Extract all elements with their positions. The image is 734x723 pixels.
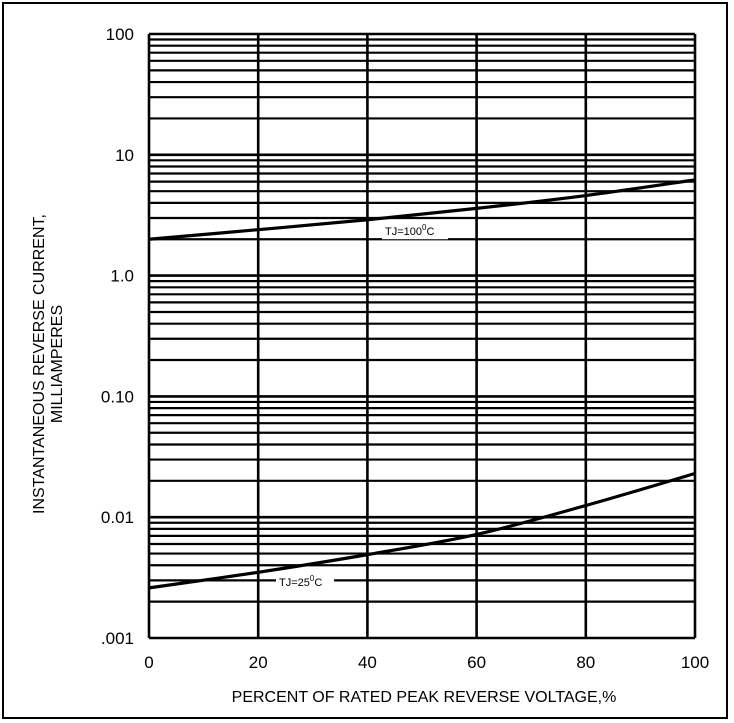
series-labels: TJ=1000C TJ=250C bbox=[276, 223, 448, 590]
x-tick-labels: 0 20 40 60 80 100 bbox=[144, 653, 709, 672]
minor-grid bbox=[149, 38, 695, 603]
y-axis-label: INSTANTANEOUS REVERSE CURRENT, MILLIAMPE… bbox=[31, 214, 66, 514]
series-label: TJ=1000C bbox=[385, 223, 434, 238]
y-tick-label: 100 bbox=[106, 25, 134, 44]
series-line bbox=[148, 471, 696, 590]
y-tick-label: 0.10 bbox=[101, 387, 134, 406]
y-axis-label-line-2: MILLIAMPERES bbox=[49, 305, 66, 423]
series-label-background bbox=[382, 223, 448, 240]
y-tick-label: 0.01 bbox=[101, 508, 134, 527]
x-axis-label: PERCENT OF RATED PEAK REVERSE VOLTAGE,% bbox=[232, 689, 617, 706]
y-axis-label-line-1: INSTANTANEOUS REVERSE CURRENT, bbox=[31, 214, 48, 514]
x-tick-label: 80 bbox=[576, 653, 595, 672]
y-tick-label: .001 bbox=[101, 629, 134, 648]
major-grid bbox=[147, 32, 697, 640]
y-tick-label: 10 bbox=[115, 146, 134, 165]
x-tick-label: 0 bbox=[144, 653, 153, 672]
series-label: TJ=250C bbox=[279, 574, 322, 589]
series-label-background bbox=[276, 573, 334, 590]
series-line bbox=[148, 178, 696, 241]
series-group bbox=[148, 178, 696, 590]
y-tick-label: 1.0 bbox=[110, 267, 134, 286]
x-tick-label: 40 bbox=[358, 653, 377, 672]
x-tick-label: 20 bbox=[249, 653, 268, 672]
x-tick-label: 100 bbox=[681, 653, 709, 672]
x-tick-label: 60 bbox=[467, 653, 486, 672]
y-tick-labels: .001 0.01 0.10 1.0 10 100 bbox=[101, 25, 134, 648]
